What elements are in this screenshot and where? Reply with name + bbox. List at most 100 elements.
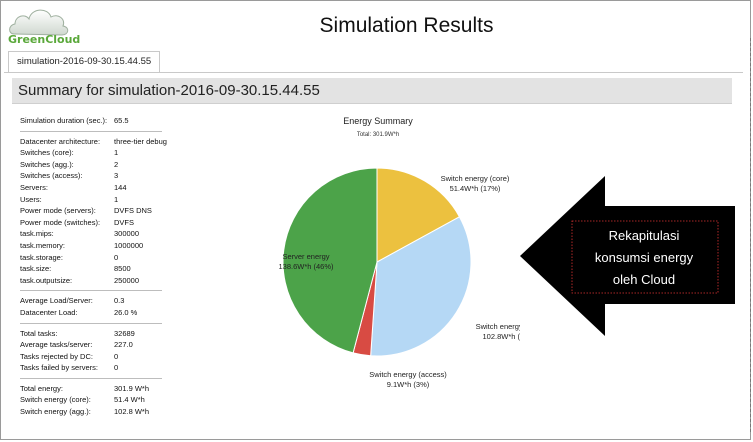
dashed-border [750, 38, 751, 432]
slice-label-value: 138.6W*h (46%) [278, 262, 334, 271]
info-label: Switch energy (core): [20, 395, 91, 405]
slice-label-value: 51.4W*h (17%) [450, 184, 501, 193]
energy-summary-chart: Energy Summary Total: 301.9W*h Switch en… [240, 108, 544, 398]
info-label: Power mode (servers): [20, 206, 96, 216]
info-label: Average Load/Server: [20, 296, 93, 306]
chart-title: Energy Summary [343, 116, 413, 126]
info-value: DVFS DNS [114, 206, 152, 216]
info-row: Switches (agg.): 2 [20, 159, 170, 171]
info-label: task.mips: [20, 229, 54, 239]
info-value: 144 [114, 182, 127, 192]
info-label: Tasks rejected by DC: [20, 351, 93, 361]
slice-label-value: 102.8W*h (34%) [482, 332, 520, 341]
info-row: task.size: 8500 [20, 263, 170, 275]
info-label: task.memory: [20, 240, 66, 250]
callout-box-outline [571, 220, 719, 294]
info-row: Tasks rejected by DC: 0 [20, 351, 170, 363]
info-row: Tasks failed by servers: 0 [20, 362, 170, 374]
info-label: Users: [20, 194, 42, 204]
info-row: Datacenter Load: 26.0 % [20, 307, 170, 319]
pie-labels: Switch energy (core)51.4W*h (17%) Switch … [278, 174, 544, 389]
info-row: task.outputsize: 250000 [20, 275, 170, 287]
info-row: task.memory: 1000000 [20, 240, 170, 252]
info-label: Switch energy (agg.): [20, 407, 91, 417]
info-value: 1 [114, 194, 119, 204]
info-value: 8500 [114, 264, 131, 274]
info-row: Servers: 144 [20, 182, 170, 194]
info-label: Datacenter Load: [20, 307, 78, 317]
info-row: Power mode (servers): DVFS DNS [20, 205, 170, 217]
info-row: Users: 1 [20, 194, 170, 206]
info-row: task.mips: 300000 [20, 228, 170, 240]
info-row: Switches (core): 1 [20, 147, 170, 159]
info-row: task.storage: 0 [20, 252, 170, 264]
info-value: DVFS [114, 217, 135, 227]
info-label: task.storage: [20, 252, 63, 262]
callout-line-2: konsumsi energy [595, 250, 694, 265]
info-label: Switches (access): [20, 171, 83, 181]
info-label: Servers: [20, 182, 48, 192]
pie-slice-3[interactable] [282, 167, 378, 354]
chart-subtitle: Total: 301.9W*h [357, 132, 399, 138]
simulation-info-list: Simulation duration (sec.): 65.5 Datacente… [20, 115, 170, 418]
tab-simulation[interactable]: simulation-2016-09-30.15.44.55 [8, 51, 161, 72]
info-value: 301.9 W*h [114, 383, 150, 393]
page-title: Simulation Results [319, 14, 494, 37]
info-label: task.size: [20, 264, 52, 274]
info-separator [20, 130, 162, 132]
slice-label-name: Switch energy (access) [369, 370, 447, 379]
pie-slices [282, 167, 472, 357]
info-value: 1 [114, 148, 119, 158]
info-separator [20, 377, 162, 379]
callout-line-3: oleh Cloud [613, 272, 675, 287]
info-value: 0 [114, 351, 119, 361]
info-value: 32689 [114, 328, 135, 338]
info-row: Total energy: 301.9 W*h [20, 383, 170, 395]
slice-label-name: Switch energy (core) [441, 174, 510, 183]
info-label: Total energy: [20, 383, 63, 393]
info-row: Switches (access): 3 [20, 170, 170, 182]
info-value: 51.4 W*h [114, 395, 145, 405]
info-row: Simulation duration (sec.): 65.5 [20, 115, 170, 127]
info-row: Power mode (switches): DVFS [20, 217, 170, 229]
info-separator [20, 322, 162, 324]
info-row: Average tasks/server: 227.0 [20, 339, 170, 351]
info-label: Switches (core): [20, 148, 74, 158]
pie-slice-1[interactable] [370, 216, 472, 357]
info-row: Total tasks: 32689 [20, 328, 170, 340]
slice-label-value: 9.1W*h (3%) [387, 380, 430, 389]
annotation-callout: Rekapitulasi konsumsi energy oleh Cloud [520, 176, 750, 336]
info-row: Datacenter architecture: three-tier debug [20, 136, 170, 148]
pie-slice-0[interactable] [376, 167, 461, 263]
info-separator [20, 290, 162, 292]
info-label: Total tasks: [20, 328, 58, 338]
info-row: Switch energy (agg.): 102.8 W*h [20, 406, 170, 418]
greencloud-logo [6, 4, 74, 50]
callout-line-1: Rekapitulasi [609, 228, 680, 243]
tab-bar: simulation-2016-09-30.15.44.55 [4, 48, 743, 73]
info-value: 65.5 [114, 116, 129, 125]
slice-label-name: Server energy [282, 252, 329, 261]
callout-arrow [520, 176, 735, 336]
info-value: 0 [114, 252, 119, 262]
info-label: task.outputsize: [20, 275, 73, 285]
info-value: 3 [114, 171, 119, 181]
summary-heading: Summary for simulation-2016-09-30.15.44.… [12, 78, 732, 104]
info-row: Switch energy (core): 51.4 W*h [20, 394, 170, 406]
info-value: 102.8 W*h [114, 407, 150, 417]
info-value: three-tier debug [114, 136, 167, 146]
info-label: Simulation duration (sec.): [20, 116, 108, 125]
info-value: 250000 [114, 275, 140, 285]
slice-label-name: Switch energy (agg.) [476, 322, 520, 331]
info-value: 0 [114, 363, 119, 373]
info-label: Datacenter architecture: [20, 136, 101, 146]
info-label: Tasks failed by servers: [20, 363, 98, 373]
logo-text: GreenCloud [8, 33, 81, 46]
info-label: Switches (agg.): [20, 159, 74, 169]
info-value: 0.3 [114, 296, 125, 306]
info-value: 300000 [114, 229, 140, 239]
info-value: 26.0 % [114, 307, 138, 317]
info-value: 1000000 [114, 240, 144, 250]
info-value: 227.0 [114, 340, 133, 350]
info-label: Power mode (switches): [20, 217, 101, 227]
